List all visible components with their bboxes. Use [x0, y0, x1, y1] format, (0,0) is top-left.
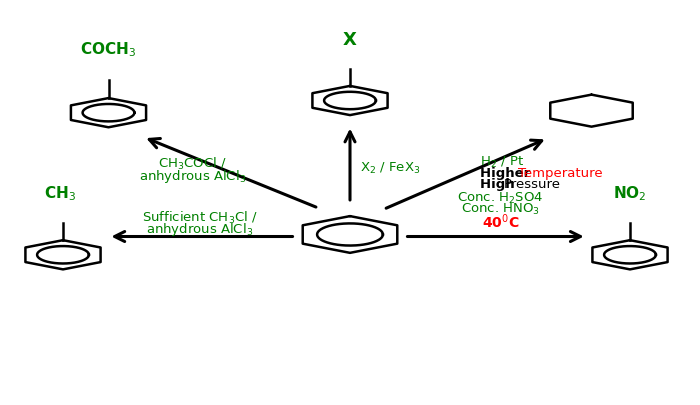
Text: CH$_3$: CH$_3$	[43, 184, 76, 202]
Text: Conc. H$_2$SO4: Conc. H$_2$SO4	[457, 191, 544, 206]
Text: Temperature: Temperature	[518, 167, 603, 180]
Text: Conc. HNO$_3$: Conc. HNO$_3$	[461, 202, 540, 217]
Text: Sufficient CH$_3$Cl /: Sufficient CH$_3$Cl /	[141, 209, 258, 226]
Text: CH$_3$COCl /: CH$_3$COCl /	[158, 156, 227, 172]
Text: Higher: Higher	[480, 167, 534, 180]
Text: 40$^0$C: 40$^0$C	[482, 212, 519, 231]
Text: H$_2$ / Pt: H$_2$ / Pt	[480, 154, 524, 170]
Text: NO$_2$: NO$_2$	[613, 184, 647, 202]
Text: X: X	[343, 31, 357, 49]
Text: anhydrous AlCl$_3$: anhydrous AlCl$_3$	[146, 220, 253, 237]
Text: COCH$_3$: COCH$_3$	[80, 40, 136, 59]
Text: X$_2$ / FeX$_3$: X$_2$ / FeX$_3$	[360, 160, 421, 176]
Text: anhydrous AlCl$_3$: anhydrous AlCl$_3$	[139, 168, 246, 185]
Text: Pressure: Pressure	[504, 177, 561, 190]
Text: High: High	[480, 177, 519, 190]
